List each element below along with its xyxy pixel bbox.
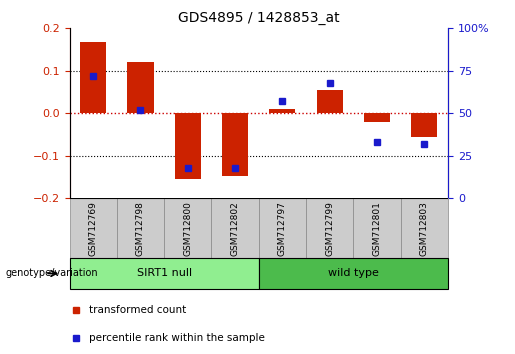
Bar [306, 198, 353, 258]
Bar [259, 198, 306, 258]
Text: SIRT1 null: SIRT1 null [136, 268, 192, 279]
Bar [411, 113, 437, 137]
Text: GSM712801: GSM712801 [372, 201, 382, 256]
Text: wild type: wild type [328, 268, 379, 279]
Bar [70, 258, 259, 289]
Text: percentile rank within the sample: percentile rank within the sample [89, 333, 265, 343]
Bar [164, 198, 212, 258]
Text: GSM712798: GSM712798 [136, 201, 145, 256]
Bar [364, 113, 390, 122]
Bar [353, 198, 401, 258]
Title: GDS4895 / 1428853_at: GDS4895 / 1428853_at [178, 11, 339, 24]
Bar [117, 198, 164, 258]
Text: GSM712799: GSM712799 [325, 201, 334, 256]
Text: transformed count: transformed count [89, 305, 186, 315]
Text: GSM712803: GSM712803 [420, 201, 429, 256]
Bar [80, 42, 106, 113]
Text: genotype/variation: genotype/variation [5, 268, 98, 279]
Bar [259, 258, 448, 289]
Bar [128, 62, 153, 113]
Text: GSM712800: GSM712800 [183, 201, 192, 256]
Text: GSM712769: GSM712769 [89, 201, 98, 256]
Bar [401, 198, 448, 258]
Bar [212, 198, 259, 258]
Bar [175, 113, 201, 179]
Bar [317, 90, 343, 113]
Bar [269, 109, 296, 113]
Text: GSM712802: GSM712802 [231, 201, 239, 256]
Bar [222, 113, 248, 176]
Bar [70, 198, 117, 258]
Text: GSM712797: GSM712797 [278, 201, 287, 256]
